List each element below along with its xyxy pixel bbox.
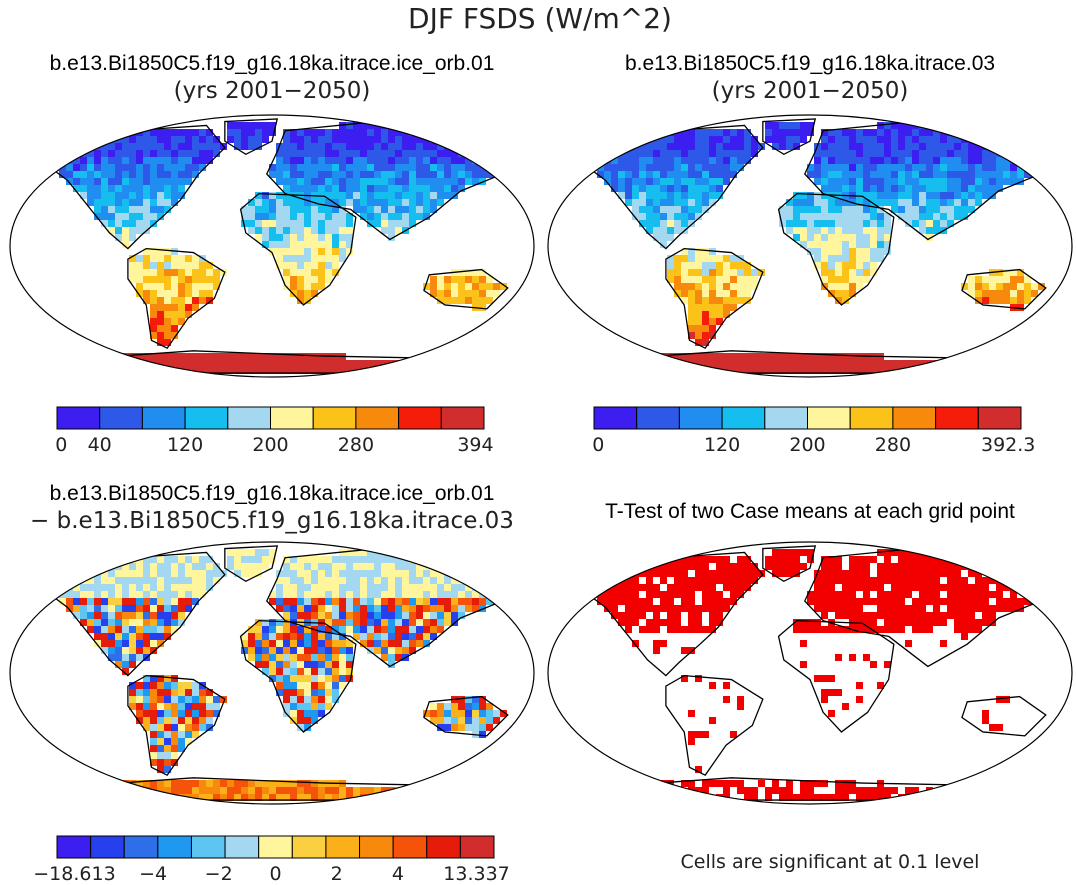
colorbar-swatch [224, 835, 260, 859]
map-panel-case1 [9, 114, 535, 378]
colorbar-case2: 0 120 200 280 392.3 [592, 406, 1035, 456]
colorbar-swatch [56, 835, 92, 859]
map-panel-difference [9, 541, 535, 805]
colorbar-swatch [157, 835, 192, 859]
map-panel-case2 [547, 114, 1073, 378]
colorbar-swatch [123, 835, 159, 859]
colorbar-swatch [99, 406, 143, 430]
colorbar-tick-label: 392.3 [981, 434, 1035, 456]
colorbar-swatch [56, 406, 101, 430]
panel1-title-line2: (yrs 2001−2050) [174, 78, 371, 104]
significance-note: Cells are significant at 0.1 level [681, 851, 980, 873]
colorbar-tick-label: 280 [875, 434, 911, 456]
panel4-title: T-Test of two Case means at each grid po… [605, 500, 1015, 523]
colorbar-swatch [90, 835, 125, 859]
colorbar-swatch [935, 406, 979, 430]
colorbar-swatch [849, 406, 894, 430]
colorbar-tick-label: 120 [704, 434, 740, 456]
colorbar-swatch [977, 406, 1022, 430]
colorbar-tick-label: −2 [205, 863, 233, 885]
colorbar-tick-label: 200 [789, 434, 825, 456]
colorbar-swatch [258, 835, 293, 859]
colorbar-swatch [459, 835, 495, 859]
colorbar-swatch [721, 406, 766, 430]
colorbar-swatch [440, 406, 485, 430]
figure-title: DJF FSDS (W/m^2) [408, 2, 672, 35]
colorbar-tick-label: −18.613 [33, 863, 115, 885]
colorbar-swatch [190, 835, 226, 859]
colorbar-tick-label: 0 [592, 434, 604, 456]
colorbar-swatch [764, 406, 808, 430]
panel1-title-line1: b.e13.Bi1850C5.f19_g16.18ka.itrace.ice_o… [50, 52, 495, 75]
colorbar-swatch [355, 406, 400, 430]
colorbar-swatch [392, 835, 428, 859]
colorbar-swatch [892, 406, 937, 430]
colorbar-swatch [141, 406, 186, 430]
colorbar-swatch [325, 835, 361, 859]
colorbar-case1: 0 40 120 200 280 394 [55, 406, 494, 456]
colorbar-tick-label: 13.337 [443, 863, 509, 885]
colorbar-tick-label: 4 [392, 863, 404, 885]
panel2-title-line2: (yrs 2001−2050) [712, 78, 909, 104]
panel3-title-line1: b.e13.Bi1850C5.f19_g16.18ka.itrace.ice_o… [50, 482, 495, 505]
colorbar-swatch [678, 406, 723, 430]
colorbar-tick-label: 2 [331, 863, 343, 885]
colorbar-swatch [636, 406, 680, 430]
colorbar-tick-label: 0 [269, 863, 281, 885]
colorbar-tick-label: 394 [457, 434, 493, 456]
colorbar-swatch [291, 835, 327, 859]
colorbar-swatch [807, 406, 851, 430]
colorbar-swatch [227, 406, 272, 430]
map-panel-ttest [547, 541, 1073, 805]
colorbar-tick-label: 0 [55, 434, 67, 456]
colorbar-swatch [270, 406, 314, 430]
colorbar-tick-label: 200 [252, 434, 288, 456]
colorbar-tick-label: −4 [139, 863, 167, 885]
colorbar-tick-label: 120 [167, 434, 203, 456]
panel2-title-line1: b.e13.Bi1850C5.f19_g16.18ka.itrace.03 [625, 52, 995, 75]
colorbar-swatch [593, 406, 638, 430]
colorbar-swatch [184, 406, 229, 430]
colorbar-difference: −18.613 −4 −2 0 2 4 13.337 [33, 835, 510, 885]
panel3-title-line2: − b.e13.Bi1850C5.f19_g16.18ka.itrace.03 [30, 508, 514, 534]
colorbar-swatch [426, 835, 461, 859]
colorbar-swatch [359, 835, 394, 859]
colorbar-tick-label: 40 [88, 434, 112, 456]
colorbar-tick-label: 280 [338, 434, 374, 456]
colorbar-swatch [312, 406, 357, 430]
colorbar-swatch [398, 406, 442, 430]
